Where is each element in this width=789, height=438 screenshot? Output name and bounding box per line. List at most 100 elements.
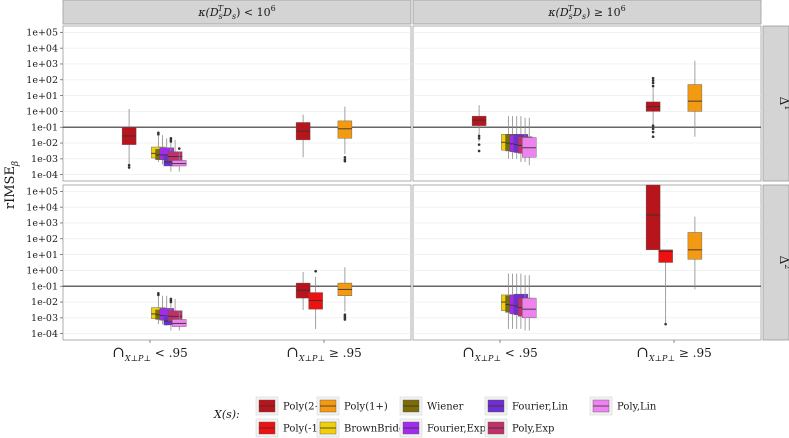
legend-label: Poly,Lin	[617, 402, 657, 413]
reference-line-layer	[63, 126, 761, 287]
outlier-point	[343, 318, 347, 321]
legend-item-fourier-exp: Fourier,Exp	[399, 418, 486, 438]
box-poly-2-	[645, 184, 661, 251]
y-tick-label: 1e+03	[26, 218, 58, 229]
box-poly-1-	[658, 249, 673, 326]
outlier-point	[314, 269, 317, 273]
box-rect	[658, 249, 673, 263]
box-poly-2-	[645, 76, 661, 139]
row-strip-1	[762, 184, 789, 341]
box-rect	[471, 115, 487, 126]
x-tick-label: ∩X⊥P⊥ ≥ .95	[286, 343, 361, 363]
outlier-point	[169, 140, 173, 143]
legend-label: Poly(-1)	[283, 424, 322, 435]
box-rect	[337, 120, 353, 139]
outlier-point	[127, 166, 131, 169]
box-poly-lin	[172, 147, 187, 172]
strip-layer: κ(DsTDs) < 106 κ(DsTDs) ≥ 106 Δ1 Δ2	[62, 0, 789, 341]
outlier-point	[169, 300, 173, 304]
y-tick-label: 1e-02	[31, 297, 58, 308]
y-tick-label: 1e+03	[26, 59, 58, 70]
row-strip-label: Δ1	[777, 97, 789, 111]
legend-label: Poly(1+)	[344, 402, 388, 413]
legend-label: Fourier,Lin	[512, 402, 568, 413]
outlier-point	[477, 136, 481, 140]
box-poly-1-	[687, 60, 703, 137]
box-poly-2-	[295, 114, 311, 158]
outlier-point	[343, 155, 347, 159]
col-strip-1	[412, 0, 762, 25]
y-tick-label: 1e+00	[26, 107, 58, 118]
legend-item-wiener: Wiener	[399, 396, 464, 416]
box-poly-2-	[121, 109, 137, 169]
y-tick-label: 1e-02	[31, 138, 58, 149]
outlier-point	[127, 163, 131, 167]
box-layer	[121, 60, 703, 331]
outlier-point	[651, 130, 655, 134]
y-tick-label: 1e+05	[26, 187, 58, 198]
legend-item-poly-1-: Poly(1+)	[316, 396, 388, 416]
box-poly-lin	[522, 117, 537, 166]
box-poly-lin	[522, 275, 537, 331]
legend-item-poly-exp: Poly,Exp	[484, 418, 554, 438]
box-poly-2-	[471, 105, 487, 153]
box-poly-1-	[337, 267, 353, 321]
y-tick-label: 1e-03	[31, 154, 58, 165]
y-tick-label: 1e+00	[26, 266, 58, 277]
col-strip-label: κ(DsTDs) < 106	[197, 4, 275, 21]
outlier-point	[651, 127, 655, 131]
box-rect	[522, 297, 537, 319]
box-rect	[687, 84, 703, 112]
y-tick-label: 1e-01	[31, 122, 58, 133]
axis-layer: 1e+05 1e+04 1e+03 1e+02 1e+01 1e+00 1e-01 1e-02…	[3, 28, 712, 363]
outlier-point	[157, 293, 160, 297]
legend: X(s): Poly(2+) Poly(-1) Poly(1+) BrownBridge…	[213, 396, 657, 438]
box-poly-lin	[172, 311, 187, 331]
legend-item-poly-2-: Poly(2+)	[255, 396, 327, 416]
outlier-point	[477, 149, 481, 153]
box-rect	[645, 184, 661, 251]
legend-item-poly-lin: Poly,Lin	[589, 396, 657, 416]
outlier-point	[651, 135, 655, 139]
y-tick-label: 1e+01	[26, 250, 58, 261]
panel-0-0	[62, 25, 412, 182]
x-tick-label: ∩X⊥P⊥ ≥ .95	[636, 343, 711, 363]
box-poly-1-	[308, 269, 323, 329]
panel-layer	[62, 25, 762, 341]
outlier-point	[651, 81, 655, 85]
legend-label: Poly,Exp	[512, 424, 554, 435]
legend-label: Fourier,Exp	[427, 424, 486, 435]
y-tick-label: 1e-01	[31, 281, 58, 292]
box-poly-2-	[295, 271, 311, 310]
outlier-point	[157, 133, 160, 136]
outlier-point	[477, 134, 481, 138]
x-tick-label: ∩X⊥P⊥ < .95	[462, 343, 537, 363]
outlier-point	[177, 147, 181, 150]
legend-item-brownbridge: BrownBridge	[316, 418, 411, 438]
box-rect	[687, 232, 703, 260]
outlier-point	[651, 84, 655, 88]
y-tick-label: 1e-04	[31, 329, 58, 340]
y-tick-label: 1e-03	[31, 313, 58, 324]
outlier-point	[343, 159, 347, 163]
row-strip-label: Δ2	[777, 256, 789, 270]
panel-1-1	[412, 184, 762, 341]
y-tick-label: 1e+02	[26, 75, 58, 86]
legend-label: Poly(2+)	[283, 402, 327, 413]
col-strip-label: κ(DsTDs) ≥ 106	[547, 4, 625, 21]
y-axis-title: rIMSEβ	[3, 161, 21, 209]
legend-item-poly-1-: Poly(-1)	[255, 418, 322, 438]
y-tick-label: 1e+04	[26, 202, 58, 213]
legend-title: X(s):	[213, 408, 240, 421]
row-strip-0	[762, 25, 789, 182]
x-tick-label: ∩X⊥P⊥ < .95	[112, 343, 187, 363]
corner	[763, 0, 789, 24]
outlier-point	[664, 322, 667, 326]
outlier-point	[651, 79, 655, 82]
legend-label: BrownBridge	[344, 424, 411, 435]
panel-0-1	[412, 25, 762, 182]
outlier-point	[477, 143, 481, 146]
y-tick-label: 1e-04	[31, 170, 58, 181]
panel-1-0	[62, 184, 412, 341]
